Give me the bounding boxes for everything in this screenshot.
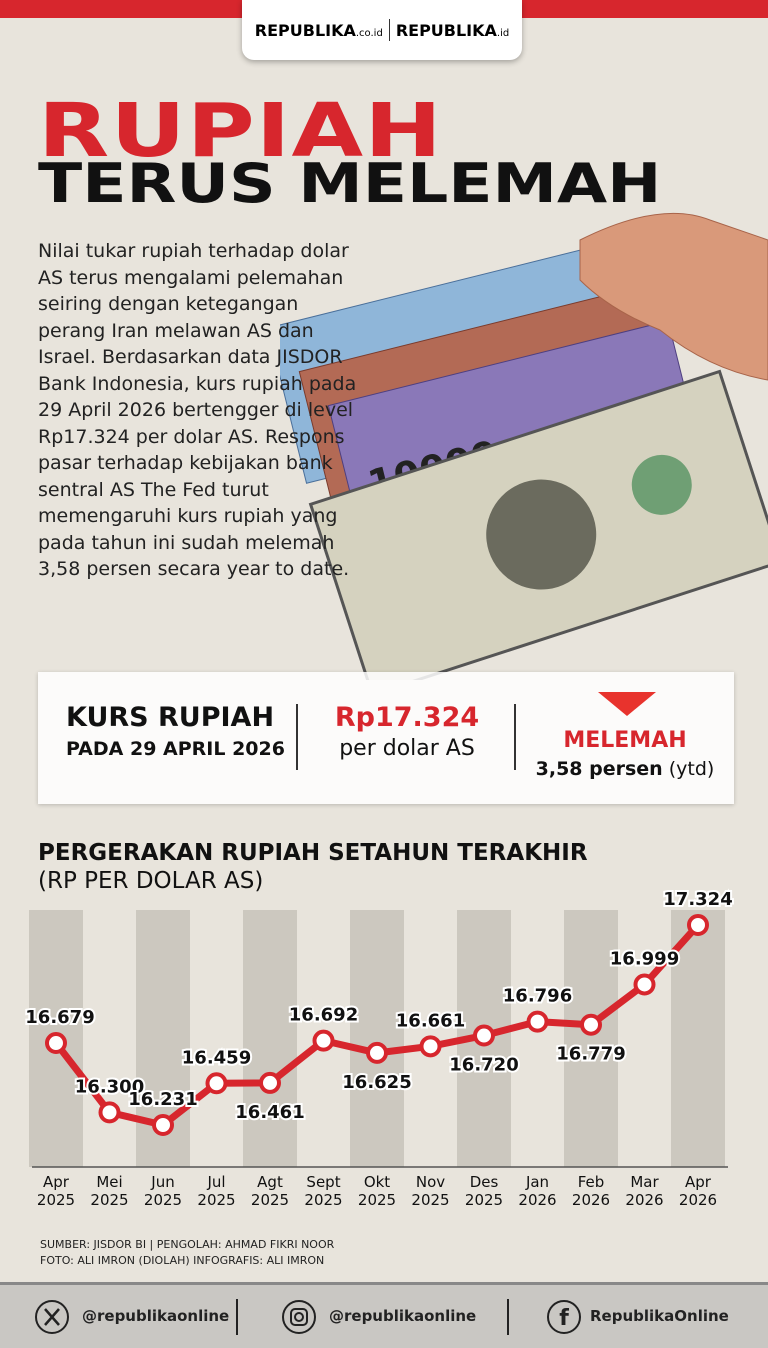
value-label: 16.679 xyxy=(25,1007,94,1028)
credits: SUMBER: JISDOR BI | PENGOLAH: AHMAD FIKR… xyxy=(40,1237,334,1269)
divider xyxy=(236,1299,238,1335)
column-band xyxy=(350,910,404,1167)
point xyxy=(152,1114,174,1136)
column-band xyxy=(671,910,725,1167)
x-tick-label: Jun 2025 xyxy=(143,1173,183,1209)
value-label: 16.300 xyxy=(75,1076,144,1097)
footer-handle[interactable]: @republikaonline xyxy=(82,1307,230,1325)
rate-unit: per dolar AS xyxy=(339,736,475,761)
x-tick-label: Feb 2026 xyxy=(571,1173,611,1209)
change-note: (ytd) xyxy=(668,758,715,780)
rate: Rp17.324 xyxy=(334,702,480,733)
down-arrow xyxy=(598,692,656,716)
credit-line: FOTO: ALI IMRON (DIOLAH) INFOGRAFIS: ALI… xyxy=(40,1254,325,1267)
stats-box: KURS RUPIAH PADA 29 APRIL 2026 Rp17.324 … xyxy=(38,672,734,804)
x-tick-label: Apr 2026 xyxy=(678,1173,718,1209)
divider xyxy=(296,704,298,770)
footer-handle[interactable]: @republikaonline xyxy=(329,1307,477,1325)
chart-title: PERGERAKAN RUPIAH SETAHUN TERAKHIR xyxy=(38,840,588,866)
value-label: 16.796 xyxy=(503,986,572,1007)
point xyxy=(580,1013,602,1036)
x-axis: Apr 2025 Mei 2025 Jun 2025 Jul 2025 Agt 2025… xyxy=(0,1173,768,1223)
credit-line: SUMBER: JISDOR BI | PENGOLAH: AHMAD FIKR… xyxy=(40,1238,335,1251)
logo-text: REPUBLIKA xyxy=(395,20,497,40)
value-label: 16.625 xyxy=(342,1072,411,1093)
divider xyxy=(507,1299,509,1335)
divider xyxy=(388,19,390,41)
x-tick-label: Sept 2025 xyxy=(304,1173,343,1209)
value-label: 16.661 xyxy=(396,1010,465,1031)
x-tick-label: Nov 2025 xyxy=(411,1173,450,1209)
value-label: 16.461 xyxy=(235,1102,304,1123)
point xyxy=(687,914,709,936)
point xyxy=(259,1071,281,1094)
point xyxy=(633,973,656,996)
title-line-1: RUPIAH xyxy=(38,88,444,174)
logo-suffix: .id xyxy=(496,27,510,39)
column-band xyxy=(564,910,618,1167)
column-band xyxy=(243,910,297,1167)
point xyxy=(419,1035,442,1058)
point xyxy=(366,1041,388,1064)
value-label: 17.324 xyxy=(663,889,732,910)
logo-tab: REPUBLIKA.co.id REPUBLIKA.id xyxy=(242,0,522,60)
x-tick-label: Des 2025 xyxy=(464,1173,504,1209)
x-tick-label: Okt 2025 xyxy=(357,1173,397,1209)
change: 3,58 persen (ytd) xyxy=(516,758,734,780)
point xyxy=(98,1101,121,1124)
value-label: 16.999 xyxy=(610,948,679,969)
value-label: 16.779 xyxy=(556,1044,625,1065)
x-tick-label: Apr 2025 xyxy=(36,1173,76,1209)
point xyxy=(312,1029,335,1052)
value-label: 16.692 xyxy=(289,1005,358,1026)
value-label: 16.459 xyxy=(182,1047,251,1068)
logo-suffix: .co.id xyxy=(355,27,383,39)
value-label: 16.720 xyxy=(449,1055,518,1076)
trend: MELEMAH xyxy=(563,728,687,753)
x-tick-label: Mar 2026 xyxy=(625,1173,664,1209)
logo: REPUBLIKA.co.id xyxy=(255,21,383,40)
x-icon[interactable] xyxy=(34,1299,70,1335)
point xyxy=(473,1024,495,1047)
x-tick-label: Agt 2025 xyxy=(250,1173,290,1209)
point xyxy=(45,1032,67,1055)
point xyxy=(205,1072,228,1095)
title-line-2: TERUS MELEMAH xyxy=(38,152,662,215)
x-tick-label: Jul 2025 xyxy=(197,1173,236,1209)
logo-text: REPUBLIKA xyxy=(254,20,356,40)
point xyxy=(526,1010,549,1033)
svg-text:f: f xyxy=(559,1306,569,1331)
value-label: 16.231 xyxy=(128,1089,197,1110)
stat-label: KURS RUPIAH xyxy=(66,702,275,733)
chart-subtitle: (RP PER DOLAR AS) xyxy=(38,868,264,894)
footer: @republikaonline @republikaonline f Repu… xyxy=(0,1282,768,1348)
change-value: 3,58 persen xyxy=(535,758,663,780)
x-tick-label: Jan 2026 xyxy=(518,1173,557,1209)
x-tick-label: Mei 2025 xyxy=(90,1173,129,1209)
divider xyxy=(514,704,516,770)
facebook-icon[interactable]: f xyxy=(546,1299,582,1335)
money-illustration: 10000 xyxy=(280,212,768,680)
body-text: Nilai tukar rupiah terhadap dolar AS ter… xyxy=(38,240,357,580)
footer-handle[interactable]: RepublikaOnline xyxy=(590,1307,729,1325)
stat-label: PADA 29 APRIL 2026 xyxy=(66,738,285,760)
instagram-icon[interactable] xyxy=(281,1299,317,1335)
logo: REPUBLIKA.id xyxy=(396,21,509,40)
